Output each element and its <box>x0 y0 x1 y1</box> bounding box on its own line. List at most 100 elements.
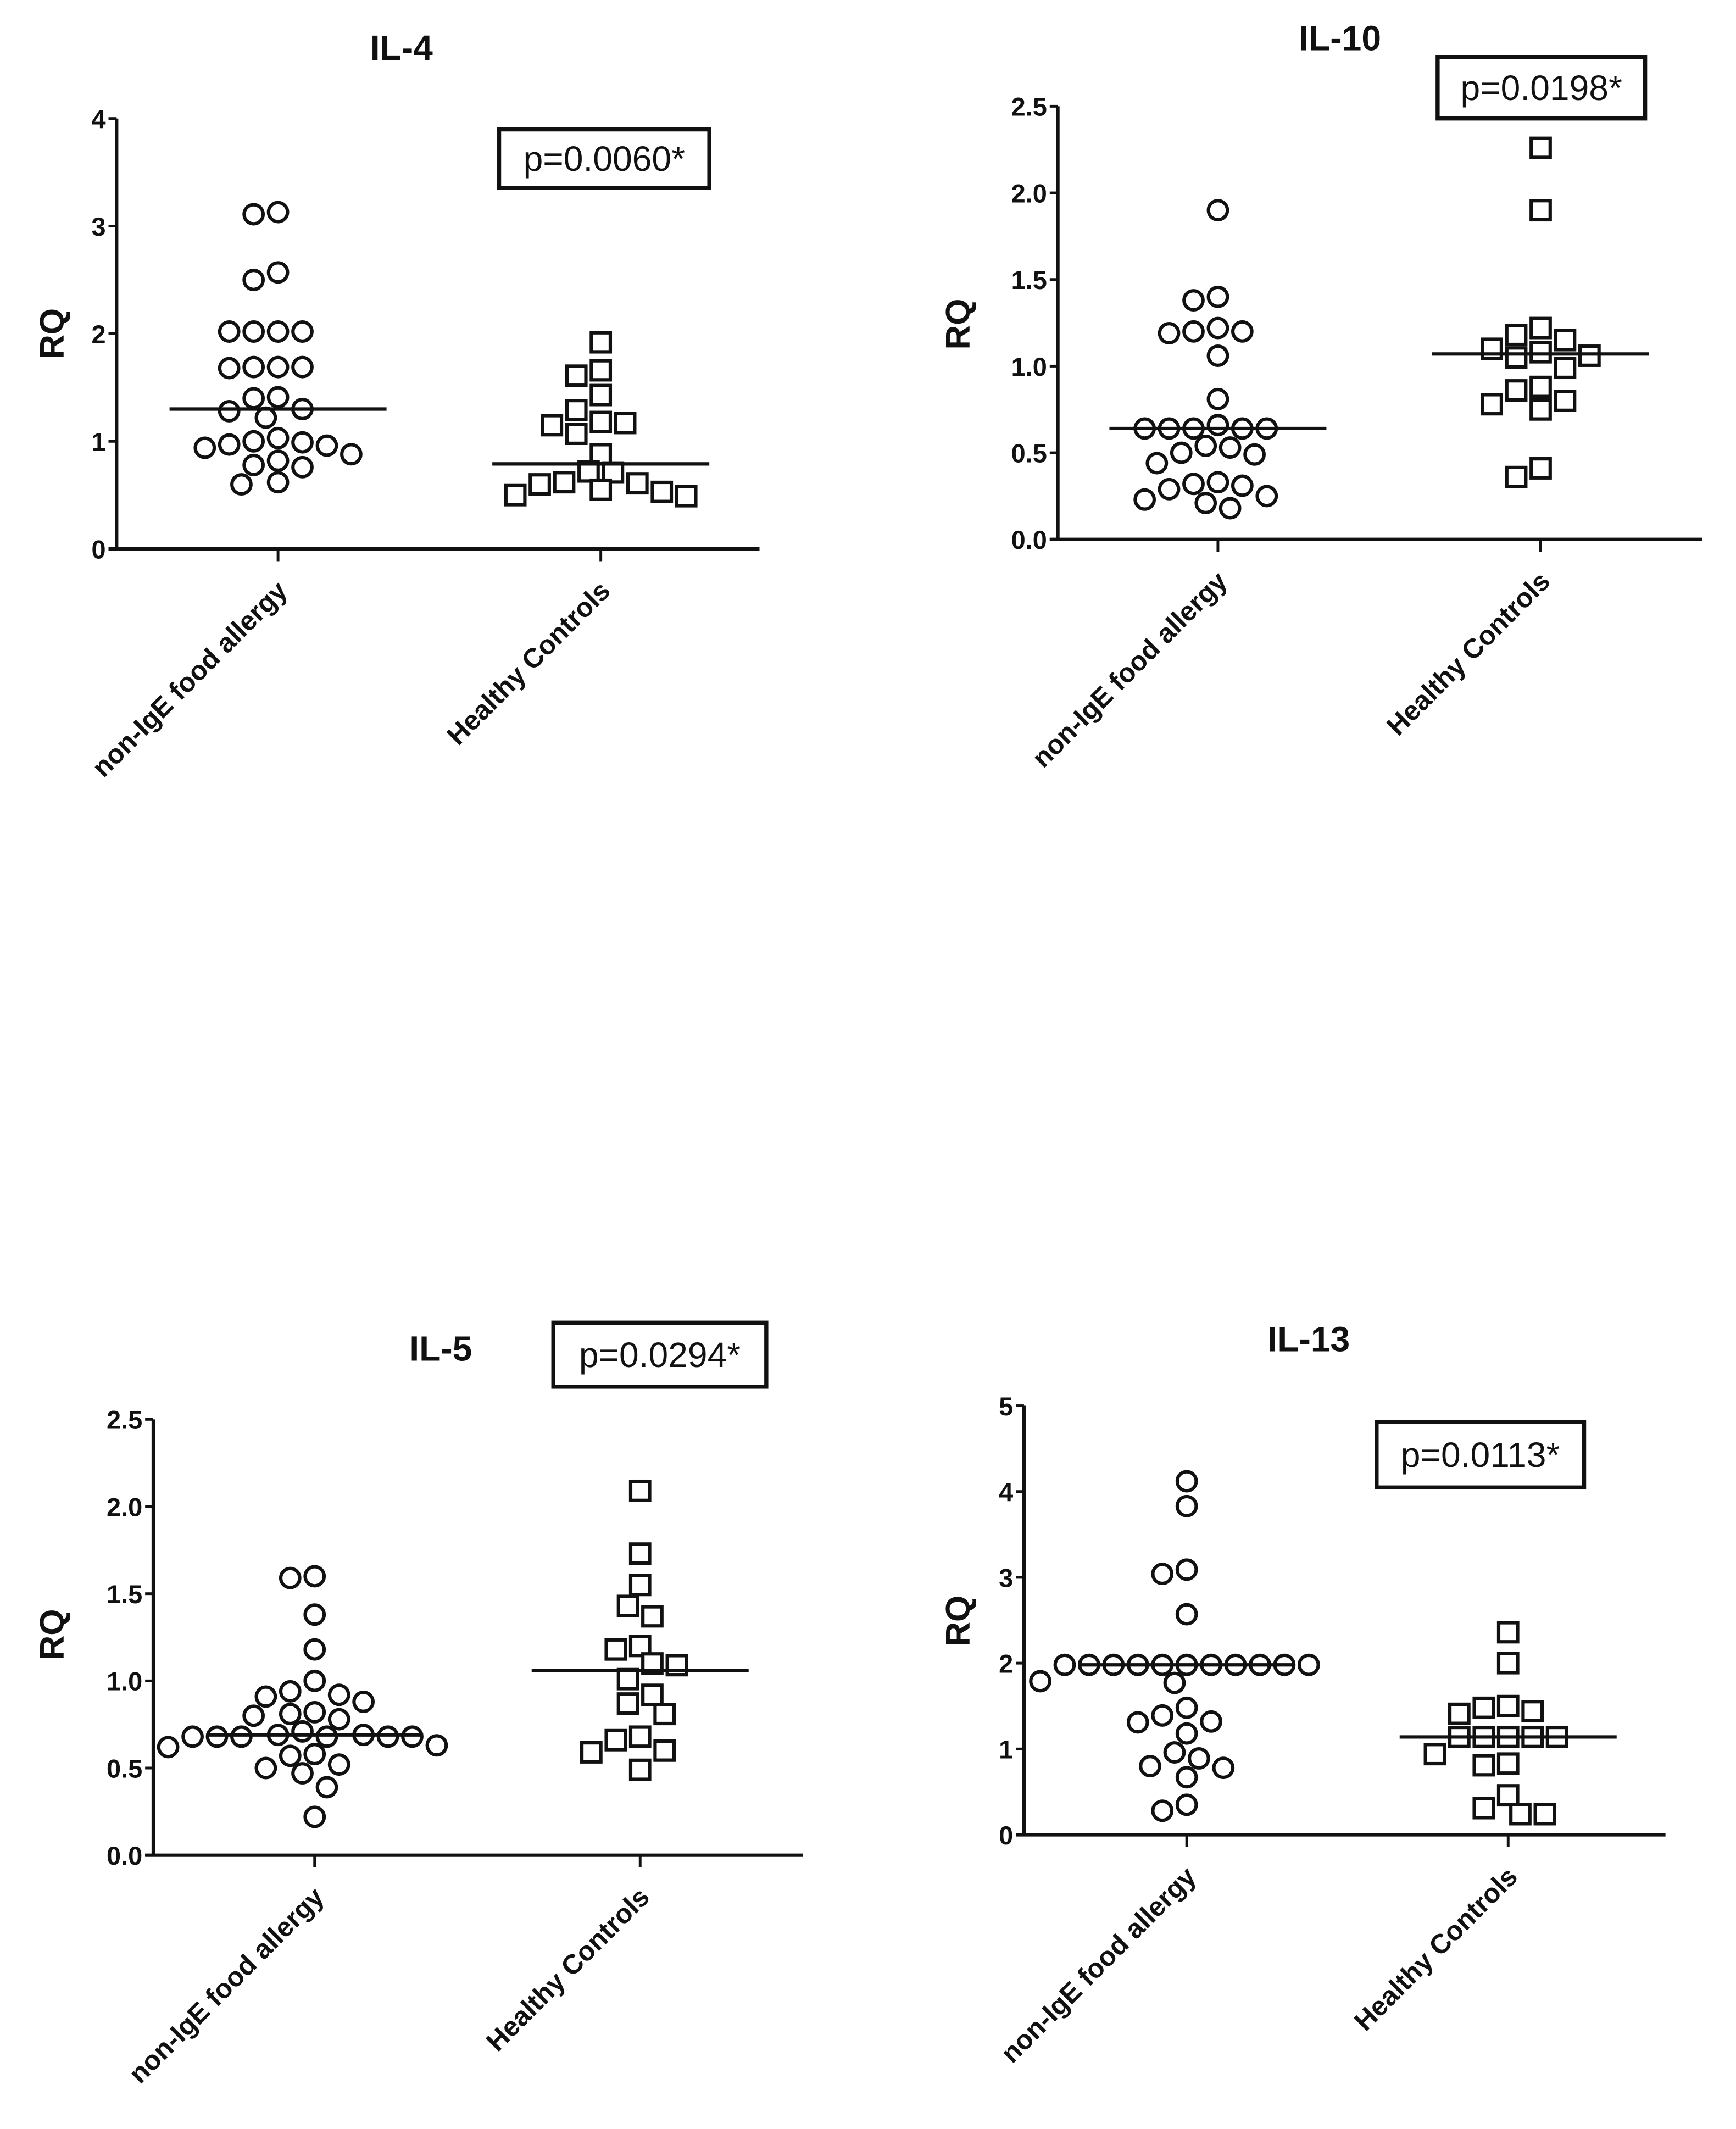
chart-title: IL-10 <box>1299 19 1381 58</box>
data-point-circle <box>291 1762 314 1785</box>
data-point-square <box>1554 357 1577 380</box>
data-point-circle <box>242 430 265 453</box>
y-tick-label: 0 <box>91 535 105 564</box>
y-tick-label: 3 <box>999 1563 1013 1592</box>
data-point-circle <box>1175 1696 1198 1719</box>
data-point-square <box>589 443 613 466</box>
y-tick-label: 1 <box>91 427 105 457</box>
data-point-square <box>528 473 551 496</box>
data-point-circle <box>1175 1494 1198 1517</box>
data-point-square <box>1533 1803 1556 1826</box>
data-point-circle <box>1194 435 1217 457</box>
data-point-square <box>1509 1803 1532 1826</box>
data-point-square <box>1554 329 1577 352</box>
x-category-label: Healthy Controls <box>441 575 616 751</box>
data-point-square <box>604 1638 627 1661</box>
data-point-square <box>1505 465 1528 488</box>
data-point-circle <box>266 261 290 284</box>
data-point-circle <box>1206 199 1229 222</box>
data-point-circle <box>242 1704 265 1727</box>
data-point-circle <box>303 1743 326 1766</box>
data-point-square <box>589 410 613 433</box>
data-point-circle <box>218 357 241 380</box>
y-axis-label: RQ <box>34 308 71 359</box>
data-point-circle <box>303 1603 326 1626</box>
data-point-circle <box>1163 1741 1186 1764</box>
data-point-circle <box>266 386 290 409</box>
data-point-circle <box>1163 1671 1186 1694</box>
data-point-circle <box>1194 492 1217 514</box>
data-point-circle <box>1218 436 1242 459</box>
data-point-circle <box>1175 1603 1198 1626</box>
data-point-circle <box>352 1690 375 1713</box>
p-value-annotation: p=0.0198* <box>1461 68 1622 108</box>
x-category-label: non-IgE food allergy <box>1026 566 1233 774</box>
data-point-circle <box>266 426 290 449</box>
data-point-square <box>1496 1652 1520 1675</box>
data-point-circle <box>1206 387 1229 410</box>
data-point-square <box>616 1667 639 1691</box>
chart-panel-il-4: IL-4 p=0.0060* RQ 0 1 2 3 4 non-IgE food allergy… <box>34 28 760 783</box>
data-point-square <box>589 359 613 382</box>
data-point-square <box>1529 375 1552 398</box>
data-point-square <box>628 1542 652 1565</box>
data-point-circle <box>1145 452 1169 475</box>
data-point-square <box>580 1741 603 1764</box>
data-point-circle <box>425 1734 448 1757</box>
data-point-circle <box>291 320 314 343</box>
data-point-circle <box>266 471 290 494</box>
data-point-circle <box>291 455 314 479</box>
data-point-circle <box>218 433 241 456</box>
data-point-circle <box>242 355 265 379</box>
data-point-circle <box>1170 441 1193 464</box>
data-point-square <box>541 414 564 437</box>
data-point-circle <box>1206 285 1229 308</box>
data-point-circle <box>266 201 290 224</box>
data-point-square <box>641 1605 664 1628</box>
data-point-circle <box>218 399 241 423</box>
data-point-circle <box>266 320 290 343</box>
y-tick-label: 1.0 <box>1011 352 1047 381</box>
data-point-circle <box>218 320 241 343</box>
y-tick-label: 0.5 <box>107 1754 142 1783</box>
data-point-circle <box>1200 1710 1222 1733</box>
data-point-square <box>1496 1621 1520 1644</box>
data-point-square <box>1496 1694 1520 1717</box>
data-point-circle <box>340 443 363 466</box>
data-point-circle <box>1175 1470 1198 1493</box>
data-point-circle <box>291 1720 314 1743</box>
data-point-circle <box>401 1725 424 1748</box>
data-point-circle <box>327 1708 350 1731</box>
data-point-square <box>650 480 674 503</box>
data-point-square <box>1554 390 1577 412</box>
data-point-circle <box>242 387 265 410</box>
data-point-circle <box>279 1680 302 1703</box>
data-point-square <box>1496 1784 1520 1807</box>
data-point-square <box>604 1728 627 1752</box>
y-tick-label: 0.5 <box>1011 438 1047 468</box>
data-point-circle <box>1206 344 1229 367</box>
data-point-circle <box>1231 320 1254 343</box>
y-axis-label: RQ <box>34 1609 71 1660</box>
data-point-circle <box>1029 1670 1051 1693</box>
data-point-circle <box>242 320 265 343</box>
data-point-circle <box>254 1756 277 1780</box>
y-tick-label: 1.5 <box>1011 265 1047 294</box>
data-point-square <box>653 1703 676 1726</box>
data-point-square <box>1448 1702 1471 1725</box>
y-tick-label: 4 <box>999 1477 1013 1507</box>
data-point-circle <box>1158 477 1181 501</box>
data-point-square <box>1521 1700 1544 1723</box>
data-point-circle <box>1151 1563 1174 1586</box>
x-category-label: Healthy Controls <box>481 1882 655 2057</box>
data-point-square <box>653 1739 676 1762</box>
data-point-square <box>675 485 698 508</box>
chart-panel-il-5: IL-5 p=0.0294* RQ 0.0 0.5 1.0 1.5 2.0 2.5 non-IgE… <box>34 1320 803 2089</box>
data-point-circle <box>303 1565 326 1588</box>
data-point-circle <box>303 1701 326 1724</box>
p-value-box <box>551 1320 769 1389</box>
chart-title: IL-13 <box>1267 1319 1350 1359</box>
data-point-square <box>628 1479 652 1502</box>
y-tick-label: 5 <box>999 1392 1013 1421</box>
